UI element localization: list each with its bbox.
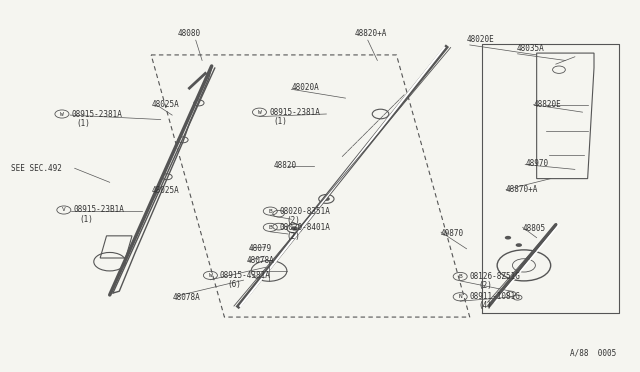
Text: 48820+A: 48820+A (355, 29, 387, 38)
Text: 49870: 49870 (441, 230, 464, 238)
Text: 08915-2381A: 08915-2381A (72, 109, 122, 119)
Text: B: B (268, 209, 272, 214)
Text: N: N (458, 294, 462, 299)
Text: W: W (60, 112, 64, 116)
Text: V: V (62, 208, 66, 212)
Text: W: W (257, 110, 261, 115)
Text: 48820: 48820 (274, 161, 297, 170)
Text: 48079: 48079 (248, 244, 272, 253)
Text: 48820E: 48820E (534, 100, 561, 109)
Text: B: B (268, 225, 272, 230)
Text: 48970: 48970 (525, 158, 548, 168)
Text: 08915-4381A: 08915-4381A (220, 271, 271, 280)
Text: 08020-8351A: 08020-8351A (280, 206, 331, 216)
Text: 08020-8401A: 08020-8401A (280, 223, 331, 232)
Text: 08915-2381A: 08915-2381A (269, 108, 320, 117)
Text: 48035A: 48035A (516, 44, 544, 53)
Text: A/88  0005: A/88 0005 (570, 349, 616, 358)
Circle shape (323, 197, 330, 201)
Text: 48025A: 48025A (151, 186, 179, 195)
Text: 48870+A: 48870+A (506, 185, 538, 194)
Text: SEE SEC.492: SEE SEC.492 (11, 164, 62, 173)
Text: (1): (1) (273, 117, 287, 126)
Circle shape (291, 227, 298, 230)
Text: W: W (209, 273, 212, 278)
Text: 48805: 48805 (523, 224, 546, 233)
Text: (2): (2) (287, 216, 301, 225)
Text: 48078A: 48078A (246, 256, 275, 265)
Text: (6): (6) (228, 280, 241, 289)
Text: 48080: 48080 (178, 29, 201, 38)
Text: (2): (2) (478, 281, 492, 290)
Text: 08126-8Z51G: 08126-8Z51G (470, 272, 520, 281)
Circle shape (505, 236, 511, 240)
Text: 48078A: 48078A (172, 293, 200, 302)
Text: 08915-23B1A: 08915-23B1A (74, 205, 124, 215)
Text: 48025A: 48025A (151, 100, 179, 109)
Circle shape (516, 243, 522, 247)
Text: B: B (458, 274, 462, 279)
Text: 48020A: 48020A (291, 83, 319, 92)
Text: 48020E: 48020E (467, 35, 494, 44)
Text: 08911-1081G: 08911-1081G (470, 292, 520, 301)
Text: (1): (1) (79, 215, 93, 224)
Text: (2): (2) (287, 232, 301, 241)
Text: (1): (1) (77, 119, 90, 128)
Text: (4): (4) (478, 301, 492, 311)
